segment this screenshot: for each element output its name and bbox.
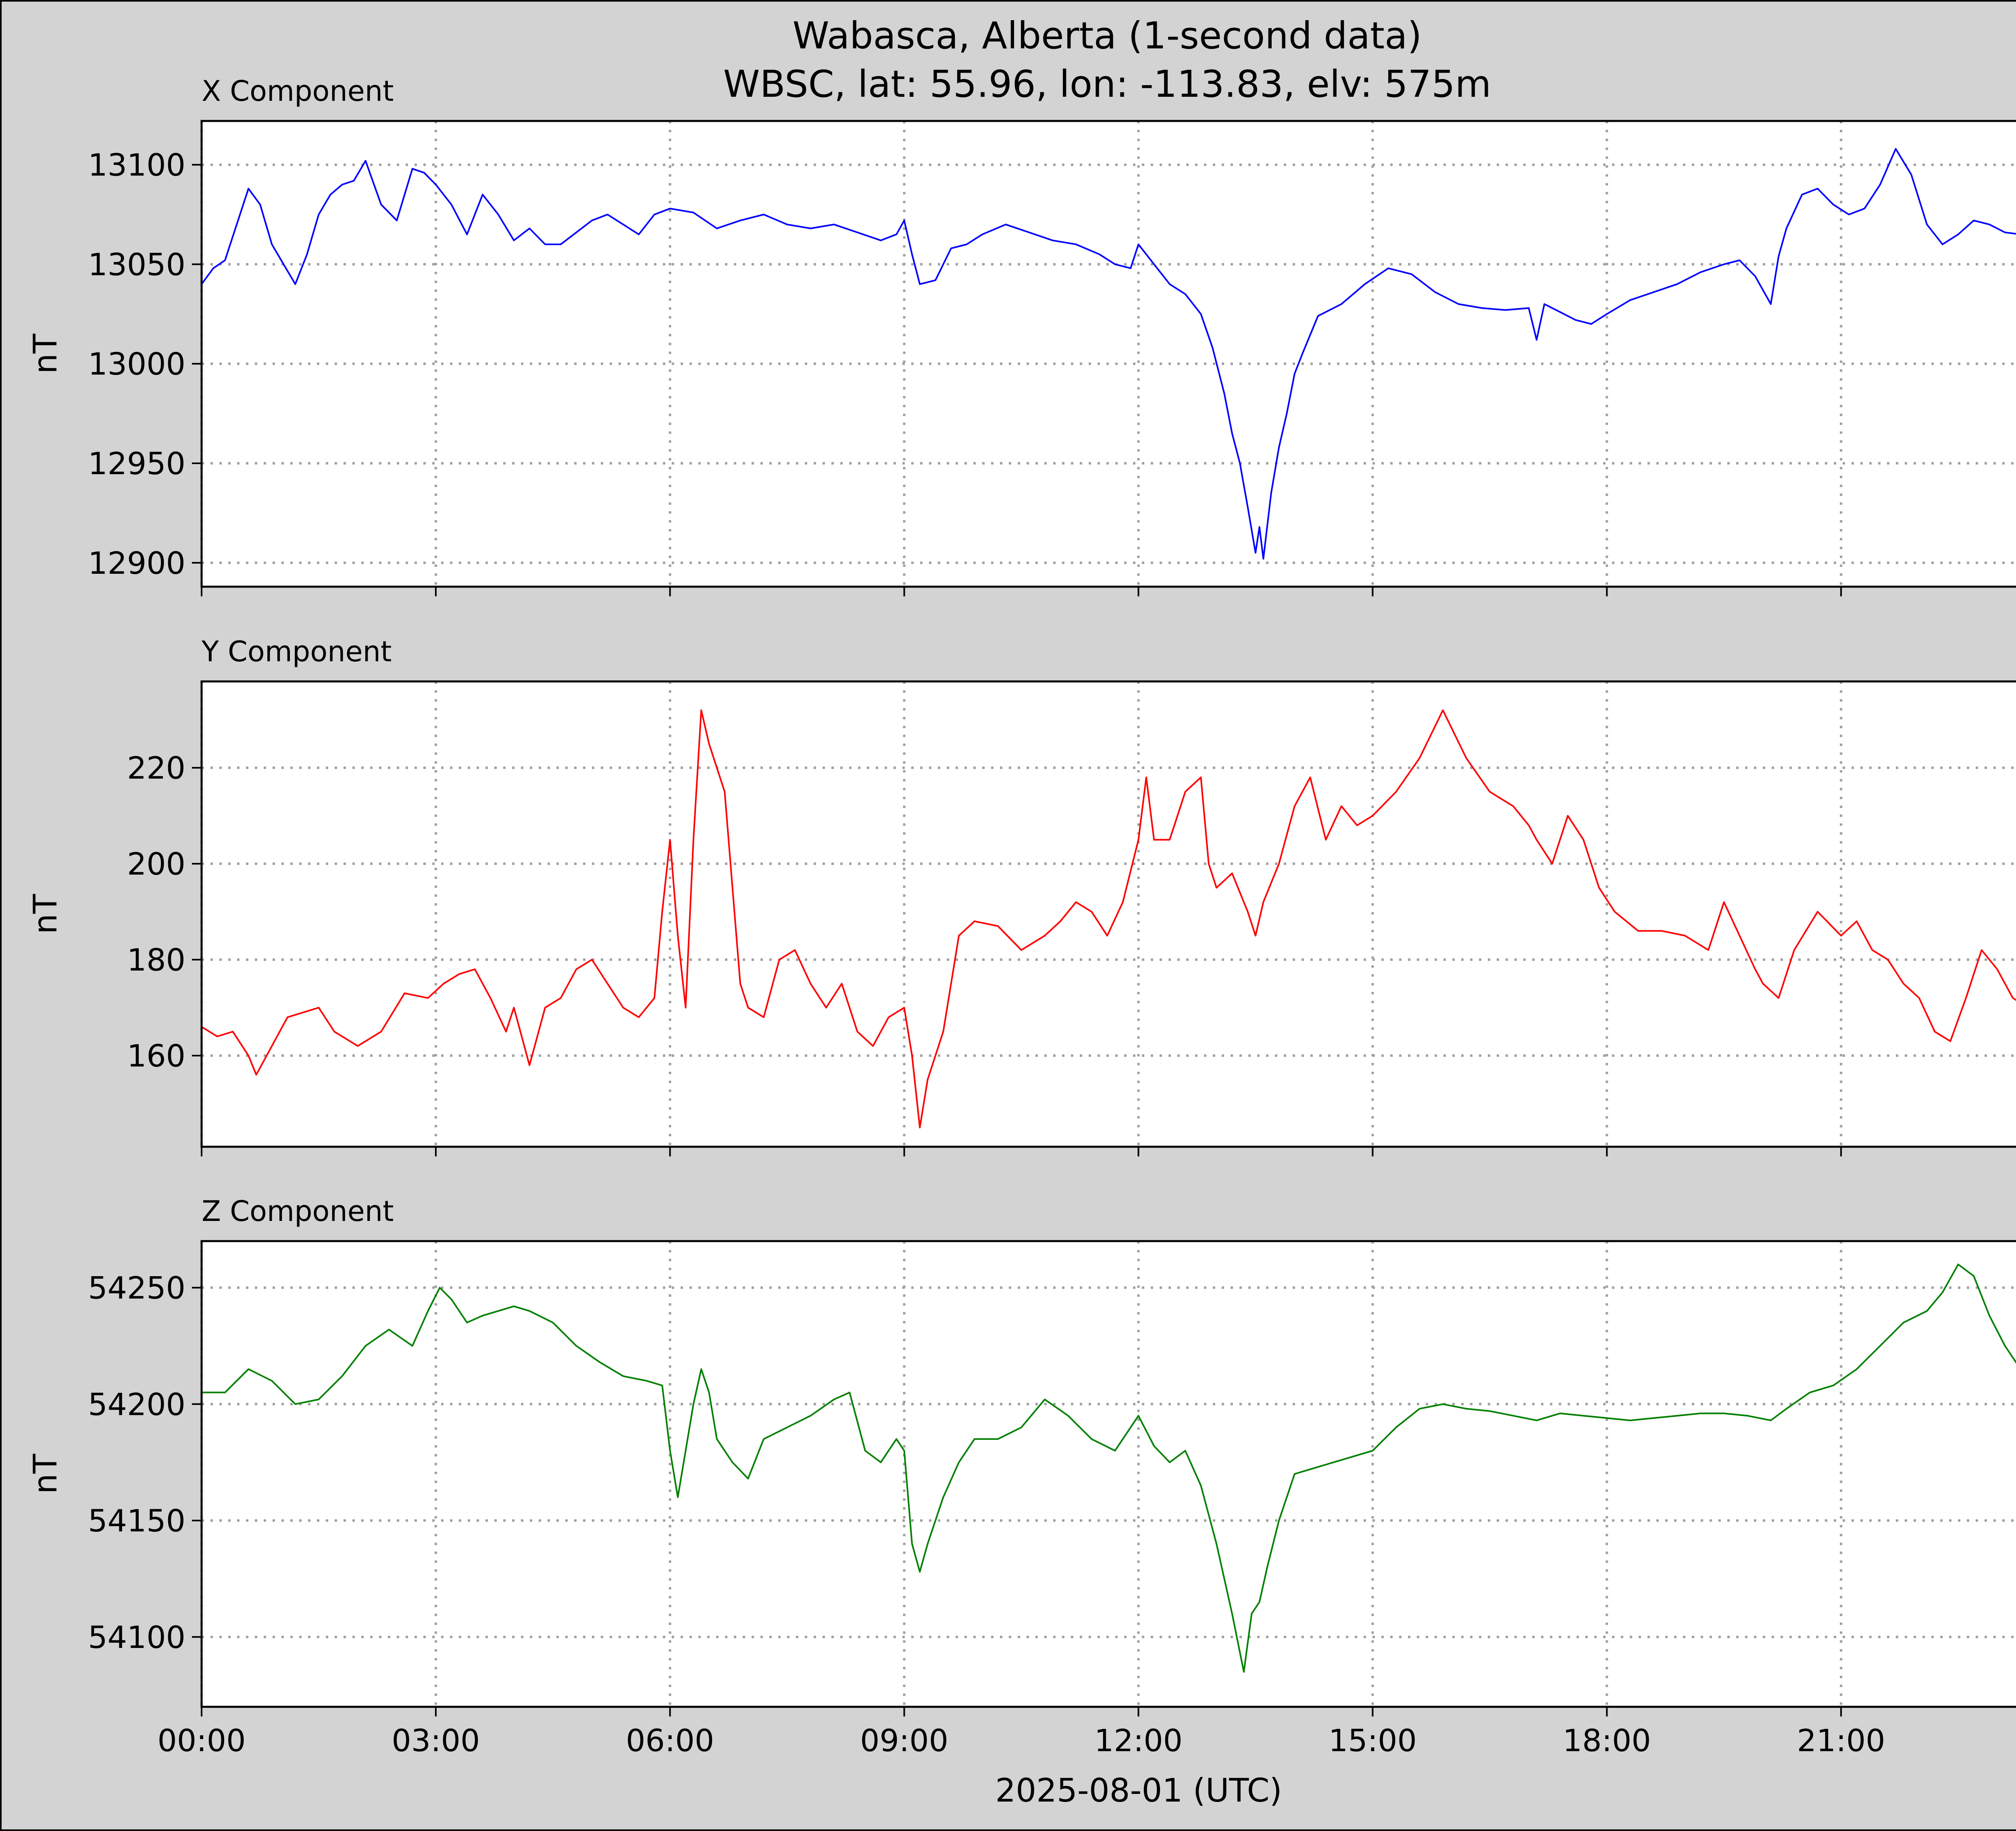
plot-area-y: [202, 681, 2016, 1147]
axes-frame-z: [200, 1240, 2016, 1708]
figure-title-line2: WBSC, lat: 55.96, lon: -113.83, elv: 575…: [723, 62, 1491, 106]
y-axis-label-z: nT: [27, 1454, 64, 1494]
y-tick-label: 13100: [88, 147, 185, 183]
y-tick-label: 180: [127, 942, 185, 978]
panel-y: 160 180 200 220 Y Component nT: [27, 635, 2016, 1156]
y-tick-label: 200: [127, 846, 185, 882]
axes-frame-y: [200, 680, 2016, 1148]
x-tick-label: 15:00: [1329, 1723, 1417, 1758]
y-tick-label: 12900: [88, 545, 185, 581]
x-tick-label: 00:00: [157, 1723, 246, 1758]
panel-title-z: Z Component: [202, 1195, 394, 1228]
y-tick-label: 220: [127, 750, 185, 786]
axes-frame-x: [200, 120, 2016, 588]
plot-area-x: [202, 121, 2016, 587]
x-tick-label: 21:00: [1797, 1723, 1885, 1758]
figure-title-line1: Wabasca, Alberta (1-second data): [793, 14, 1422, 57]
x-tick-label: 03:00: [392, 1723, 480, 1758]
panel-title-y: Y Component: [201, 635, 392, 668]
panel-title-x: X Component: [202, 75, 394, 108]
y-tick-label: 54200: [88, 1386, 185, 1422]
x-axis-label: 2025-08-01 (UTC): [995, 1772, 1282, 1809]
panel-z: 54100 54150 54200 54250 Z Component nT: [27, 1195, 2016, 1716]
y-tick-label: 54150: [88, 1503, 185, 1539]
plot-area-z: [202, 1241, 2016, 1707]
panel-x: 12900 12950 13000 13050 13100 X Component nT: [27, 75, 2016, 596]
y-tick-label: 13000: [88, 346, 185, 382]
y-axis-label-x: nT: [27, 333, 64, 374]
x-tick-label: 12:00: [1094, 1723, 1183, 1758]
x-tick-label: 18:00: [1563, 1723, 1651, 1758]
series-line-z: [202, 1263, 2016, 1673]
y-tick-label: 54100: [88, 1619, 185, 1655]
y-tick-label: 160: [127, 1038, 185, 1074]
y-axis-label-y: nT: [27, 894, 64, 934]
y-tick-label: 54250: [88, 1270, 185, 1306]
y-tick-label: 12950: [88, 446, 185, 481]
x-tick-label: 06:00: [626, 1723, 714, 1758]
y-tick-label: 13050: [88, 246, 185, 282]
series-line-x: [201, 148, 2016, 560]
x-tick-label: 09:00: [860, 1723, 948, 1758]
series-line-y: [201, 709, 2016, 1129]
